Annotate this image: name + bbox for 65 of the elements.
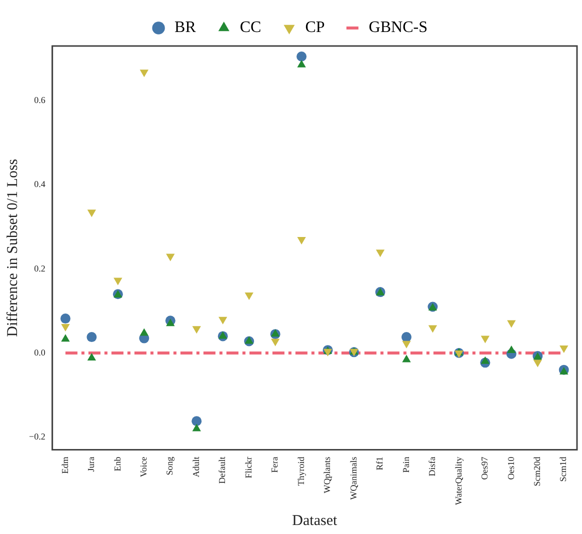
x-tick-label: Oes97 — [480, 456, 490, 480]
x-tick-label: Default — [217, 456, 228, 484]
x-tick-label: Scm20d — [532, 456, 542, 486]
x-tick-label: Enb — [112, 456, 122, 472]
x-tick-label: Pain — [400, 456, 411, 473]
point — [218, 331, 228, 339]
x-tick-label: WQanimals — [348, 456, 358, 500]
y-tick-label: 0.2 — [34, 263, 46, 274]
legend-label: CP — [305, 19, 325, 36]
point — [61, 324, 70, 332]
point — [86, 332, 97, 342]
point — [192, 416, 202, 426]
x-tick-label: Adult — [190, 456, 201, 478]
x-tick-label: Flickr — [243, 456, 254, 478]
point — [60, 314, 70, 324]
x-tick-label: WaterQuality — [453, 456, 464, 506]
point — [244, 292, 254, 300]
y-tick-label: 0.4 — [34, 179, 46, 190]
point — [402, 354, 411, 362]
point — [270, 338, 280, 346]
point — [192, 424, 201, 432]
x-tick-label: Song — [164, 456, 175, 476]
legend-label: CC — [240, 19, 262, 36]
x-tick-label: Rf1 — [374, 456, 385, 470]
point — [87, 353, 96, 361]
point — [297, 236, 306, 244]
point — [401, 332, 412, 342]
point — [376, 250, 385, 258]
point — [140, 328, 148, 336]
point — [402, 340, 411, 348]
point — [244, 336, 254, 344]
point — [533, 360, 542, 368]
point — [507, 320, 516, 328]
x-tick-label: Jura — [86, 456, 96, 472]
x-tick-label: WQplants — [322, 456, 332, 494]
x-axis-title: Dataset — [292, 512, 338, 529]
point — [270, 329, 280, 337]
point — [428, 325, 438, 333]
x-tick-label: Disfa — [427, 456, 438, 476]
x-tick-label: Edm — [60, 456, 70, 474]
point — [140, 70, 148, 78]
x-tick-label: Voice — [138, 456, 149, 478]
legend-label: GBNC-S — [368, 19, 428, 36]
x-tick-label: Scm1d — [558, 456, 568, 482]
point — [87, 210, 96, 218]
x-tick-label: Thyroid — [296, 456, 306, 486]
point — [296, 52, 307, 62]
point — [480, 356, 490, 364]
point — [323, 348, 332, 356]
point — [218, 316, 228, 324]
point — [480, 336, 490, 344]
x-tick-label: Oes10 — [506, 456, 516, 480]
point — [507, 345, 516, 353]
point — [166, 318, 175, 326]
y-tick-label: 0.0 — [34, 347, 46, 358]
point — [166, 254, 175, 262]
point — [192, 326, 201, 334]
point — [560, 345, 568, 353]
y-axis-title: Difference in Subset 0/1 Loss — [4, 158, 21, 337]
point — [114, 278, 122, 286]
legend-label: BR — [174, 19, 196, 36]
x-tick-label: Fera — [270, 456, 280, 473]
point — [61, 334, 70, 342]
y-tick-label: −0.2 — [29, 431, 46, 442]
y-tick-label: 0.6 — [34, 95, 46, 106]
